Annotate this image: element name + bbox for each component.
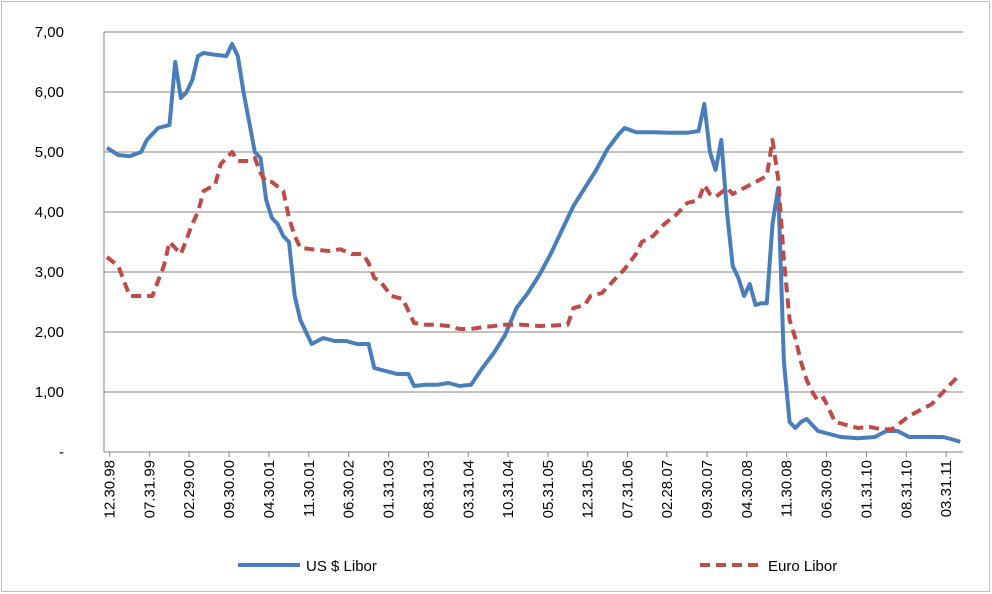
- x-tick-label: 04.30.01: [261, 460, 278, 518]
- x-tick-label: 06.30.02: [341, 460, 358, 518]
- y-tick-label: 2,00: [35, 324, 64, 341]
- y-tick-label: 1,00: [35, 384, 64, 401]
- x-tick-label: 10.31.04: [500, 460, 517, 518]
- y-tick-label: 3,00: [35, 264, 64, 281]
- x-tick-label: 01.31.03: [381, 460, 398, 518]
- y-tick-label: -: [59, 444, 64, 461]
- y-tick-label: 7,00: [35, 24, 64, 41]
- series-line: [105, 42, 961, 444]
- x-tick-label: 03.31.11: [938, 460, 955, 517]
- y-tick-label: 5,00: [35, 144, 64, 161]
- x-tick-label: 08.31.10: [898, 460, 915, 518]
- legend-label: Euro Libor: [768, 558, 837, 575]
- x-tick-label: 05.31.05: [540, 460, 557, 518]
- x-tick-label: 07.31.06: [620, 460, 637, 518]
- x-tick-label: 02.29.00: [181, 460, 198, 518]
- x-tick-label: 09.30.00: [221, 460, 238, 518]
- x-tick-label: 08.31.03: [420, 460, 437, 518]
- y-tick-label: 6,00: [35, 84, 64, 101]
- x-tick-label: 02.28.07: [659, 460, 676, 518]
- x-tick-label: 07.31.99: [142, 460, 159, 518]
- x-tick-label: 12.31.05: [580, 460, 597, 518]
- x-tick-label: 09.30.07: [699, 460, 716, 518]
- x-tick-label: 12.30.98: [102, 460, 119, 518]
- x-tick-label: 03.31.04: [460, 460, 477, 518]
- series-line: [105, 138, 962, 432]
- legend-label: US $ Libor: [306, 558, 377, 575]
- x-tick-label: 11.30.08: [779, 460, 796, 517]
- y-tick-label: 4,00: [35, 204, 64, 221]
- x-tick-label: 01.31.10: [858, 460, 875, 518]
- x-tick-label: 04.30.08: [739, 460, 756, 518]
- x-tick-label: 11.30.01: [301, 460, 318, 517]
- x-tick-label: 06.30.09: [818, 460, 835, 518]
